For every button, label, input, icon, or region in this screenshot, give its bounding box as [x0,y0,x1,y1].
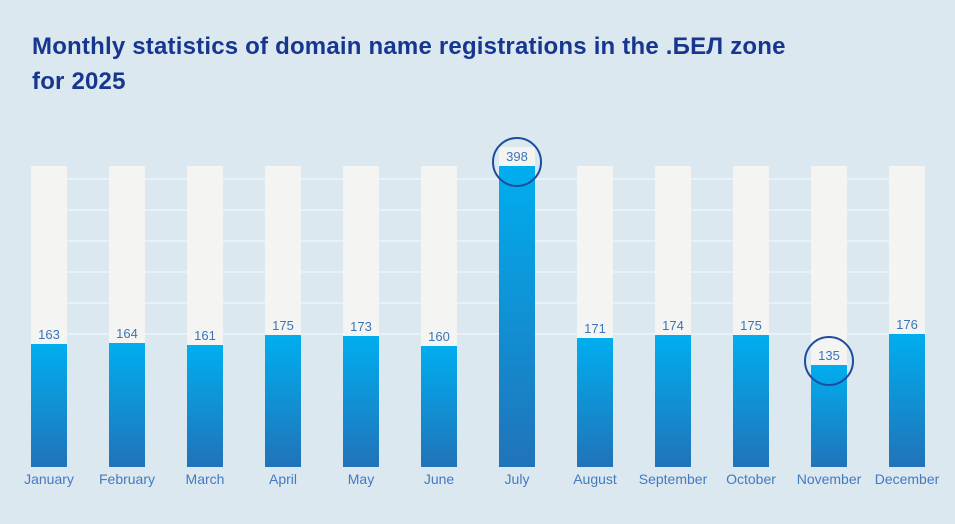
gridline [31,333,925,335]
bar-value-label: 175 [733,316,769,335]
gridline [31,302,925,304]
gridline [31,271,925,273]
page-title-line-2: for 2025 [32,68,126,95]
bar-fill[interactable] [187,345,223,467]
bar-fill[interactable] [889,334,925,467]
bar-value-label: 163 [31,325,67,344]
gridline [31,178,925,180]
highlight-circle [492,137,542,187]
page-title-line-1: Monthly statistics of domain name regist… [32,33,786,60]
month-label: March [185,471,225,487]
month-label: February [98,471,156,487]
bar-value-label: 173 [343,317,379,336]
bar-fill[interactable] [421,346,457,467]
page-title: Monthly statistics of domain name regist… [32,29,786,99]
month-label: December [874,471,940,487]
bar-fill[interactable] [655,335,691,467]
bar-fill[interactable] [499,166,535,467]
month-label: April [268,471,297,487]
gridline [31,209,925,211]
month-label: May [347,471,375,487]
month-label: September [638,471,708,487]
bar-value-label: 174 [655,316,691,335]
month-label: November [796,471,862,487]
bar-fill[interactable] [109,343,145,467]
bar-value-label: 176 [889,315,925,334]
bar-value-label: 171 [577,319,613,338]
bar-fill[interactable] [343,336,379,467]
month-label: January [24,471,74,487]
bar-fill[interactable] [733,335,769,467]
month-label: August [573,471,617,487]
gridline [31,240,925,242]
bar-value-label: 164 [109,324,145,343]
bar-fill[interactable] [577,338,613,467]
bar-fill[interactable] [31,344,67,467]
bar-value-label: 161 [187,326,223,345]
month-label: July [504,471,530,487]
month-label: June [423,471,455,487]
month-label: October [726,471,776,487]
bar-value-label: 175 [265,316,301,335]
highlight-circle [804,336,854,386]
bar-fill[interactable] [265,335,301,467]
bar-value-label: 160 [421,327,457,346]
